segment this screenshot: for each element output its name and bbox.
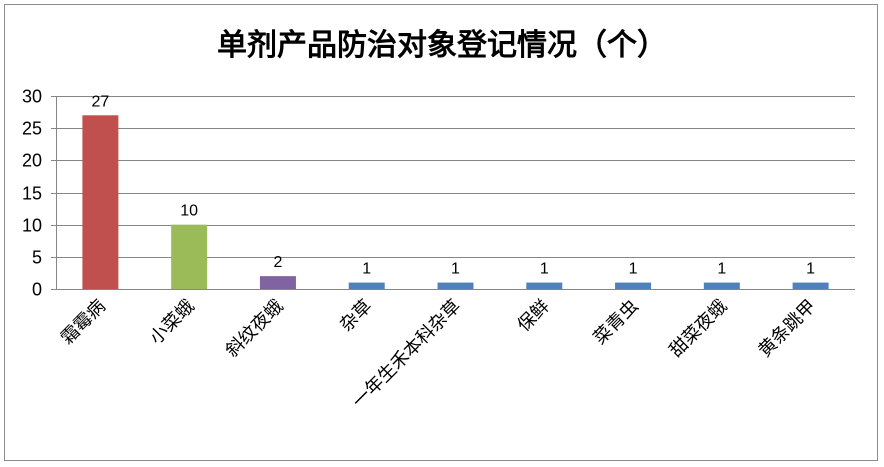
bar <box>703 282 740 289</box>
category-label: 霜霉病 <box>57 296 110 349</box>
data-label: 2 <box>273 254 282 271</box>
bar <box>348 282 385 289</box>
data-label: 10 <box>180 203 198 220</box>
y-tick-label: 5 <box>32 248 42 268</box>
category-label: 黄条跳甲 <box>754 296 820 362</box>
data-label: 1 <box>806 261 815 278</box>
data-label: 1 <box>540 261 549 278</box>
category-label: 甜菜夜蛾 <box>666 296 732 362</box>
category-label: 斜纹夜蛾 <box>222 296 288 362</box>
y-tick-label: 20 <box>22 151 42 171</box>
category-label: 保鲜 <box>514 296 554 336</box>
y-tick-label: 25 <box>22 119 42 139</box>
bar <box>615 282 652 289</box>
y-tick-label: 30 <box>22 87 42 107</box>
chart-title: 单剂产品防治对象登记情况（个） <box>217 28 667 63</box>
category-label: 杂草 <box>336 296 376 336</box>
bar <box>792 282 829 289</box>
y-tick-label: 15 <box>22 184 42 204</box>
data-label: 27 <box>91 93 109 110</box>
data-label: 1 <box>629 261 638 278</box>
chart-frame <box>4 4 878 461</box>
category-label: 小菜蛾 <box>146 296 199 349</box>
bar <box>259 276 296 289</box>
y-tick-label: 10 <box>22 216 42 236</box>
data-label: 1 <box>451 261 460 278</box>
bar <box>82 115 119 289</box>
bar <box>171 224 208 289</box>
data-label: 1 <box>717 261 726 278</box>
bar <box>526 282 563 289</box>
data-label: 1 <box>362 261 371 278</box>
y-tick-label: 0 <box>32 280 42 300</box>
category-label: 菜青虫 <box>590 296 643 349</box>
bar <box>437 282 474 289</box>
